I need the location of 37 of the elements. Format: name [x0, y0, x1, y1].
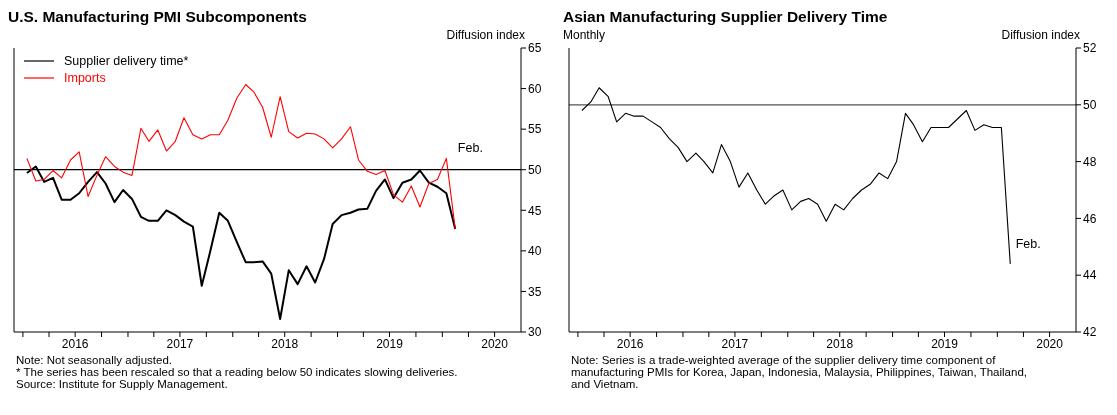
x-tick-label: 2019: [931, 336, 959, 351]
text: Note: Series is a trade-weighted average of the supplier delivery time component of manufacturing PMIs for Korea, Japan, Indonesia, Malaysia, Philippines, Taiwan, Thailand, and Vietnam.: [571, 354, 1028, 390]
x-tick-label: 2018: [826, 336, 854, 351]
y-tick-label: 40: [528, 244, 542, 259]
y-axis-title: Diffusion index: [446, 28, 525, 42]
x-tick-label: 2017: [721, 336, 749, 351]
y-axis-title: Diffusion index: [1001, 28, 1080, 42]
x-tick-label: 2020: [481, 336, 509, 351]
y-tick-label: 35: [528, 284, 542, 299]
source-note: Source: Institute for Supply Management.: [16, 378, 229, 390]
y-tick-label: 52: [1083, 41, 1097, 56]
y-tick-label: 55: [528, 122, 542, 137]
y-tick-label: 44: [1083, 268, 1097, 283]
chart-title: Asian Manufacturing Supplier Delivery Time: [563, 8, 889, 27]
chart-title: U.S. Manufacturing PMI Subcomponents: [8, 8, 308, 27]
x-tick-label: 2017: [166, 336, 194, 351]
y-tick-label: 45: [528, 203, 542, 218]
annotation: Feb.: [1015, 236, 1041, 251]
y-tick-label: 30: [528, 325, 542, 340]
x-tick-label: 2019: [376, 336, 404, 351]
y-tick-label: 46: [1083, 211, 1097, 226]
x-tick-label: 2020: [1036, 336, 1064, 351]
annotation: Feb.: [457, 141, 483, 156]
text: * The series has been rescaled so that a reading below 50 indicates slowing deliveries.: [16, 366, 459, 378]
x-tick-label: 2016: [616, 336, 644, 351]
y-tick-label: 60: [528, 81, 542, 96]
y-tick-label: 65: [528, 41, 542, 56]
text: Note: Not seasonally adjusted.: [16, 354, 173, 366]
y-tick-label: 48: [1083, 154, 1097, 169]
legend-label: Supplier delivery time*: [64, 54, 189, 68]
x-tick-label: 2018: [271, 336, 299, 351]
x-tick-label: 2016: [61, 336, 89, 351]
y-tick-label: 50: [528, 162, 542, 177]
y-tick-label: 50: [1083, 98, 1097, 113]
legend-label: Imports: [64, 71, 106, 85]
y-tick-label: 42: [1083, 325, 1097, 340]
chart-subtitle: Monthly: [563, 28, 606, 42]
